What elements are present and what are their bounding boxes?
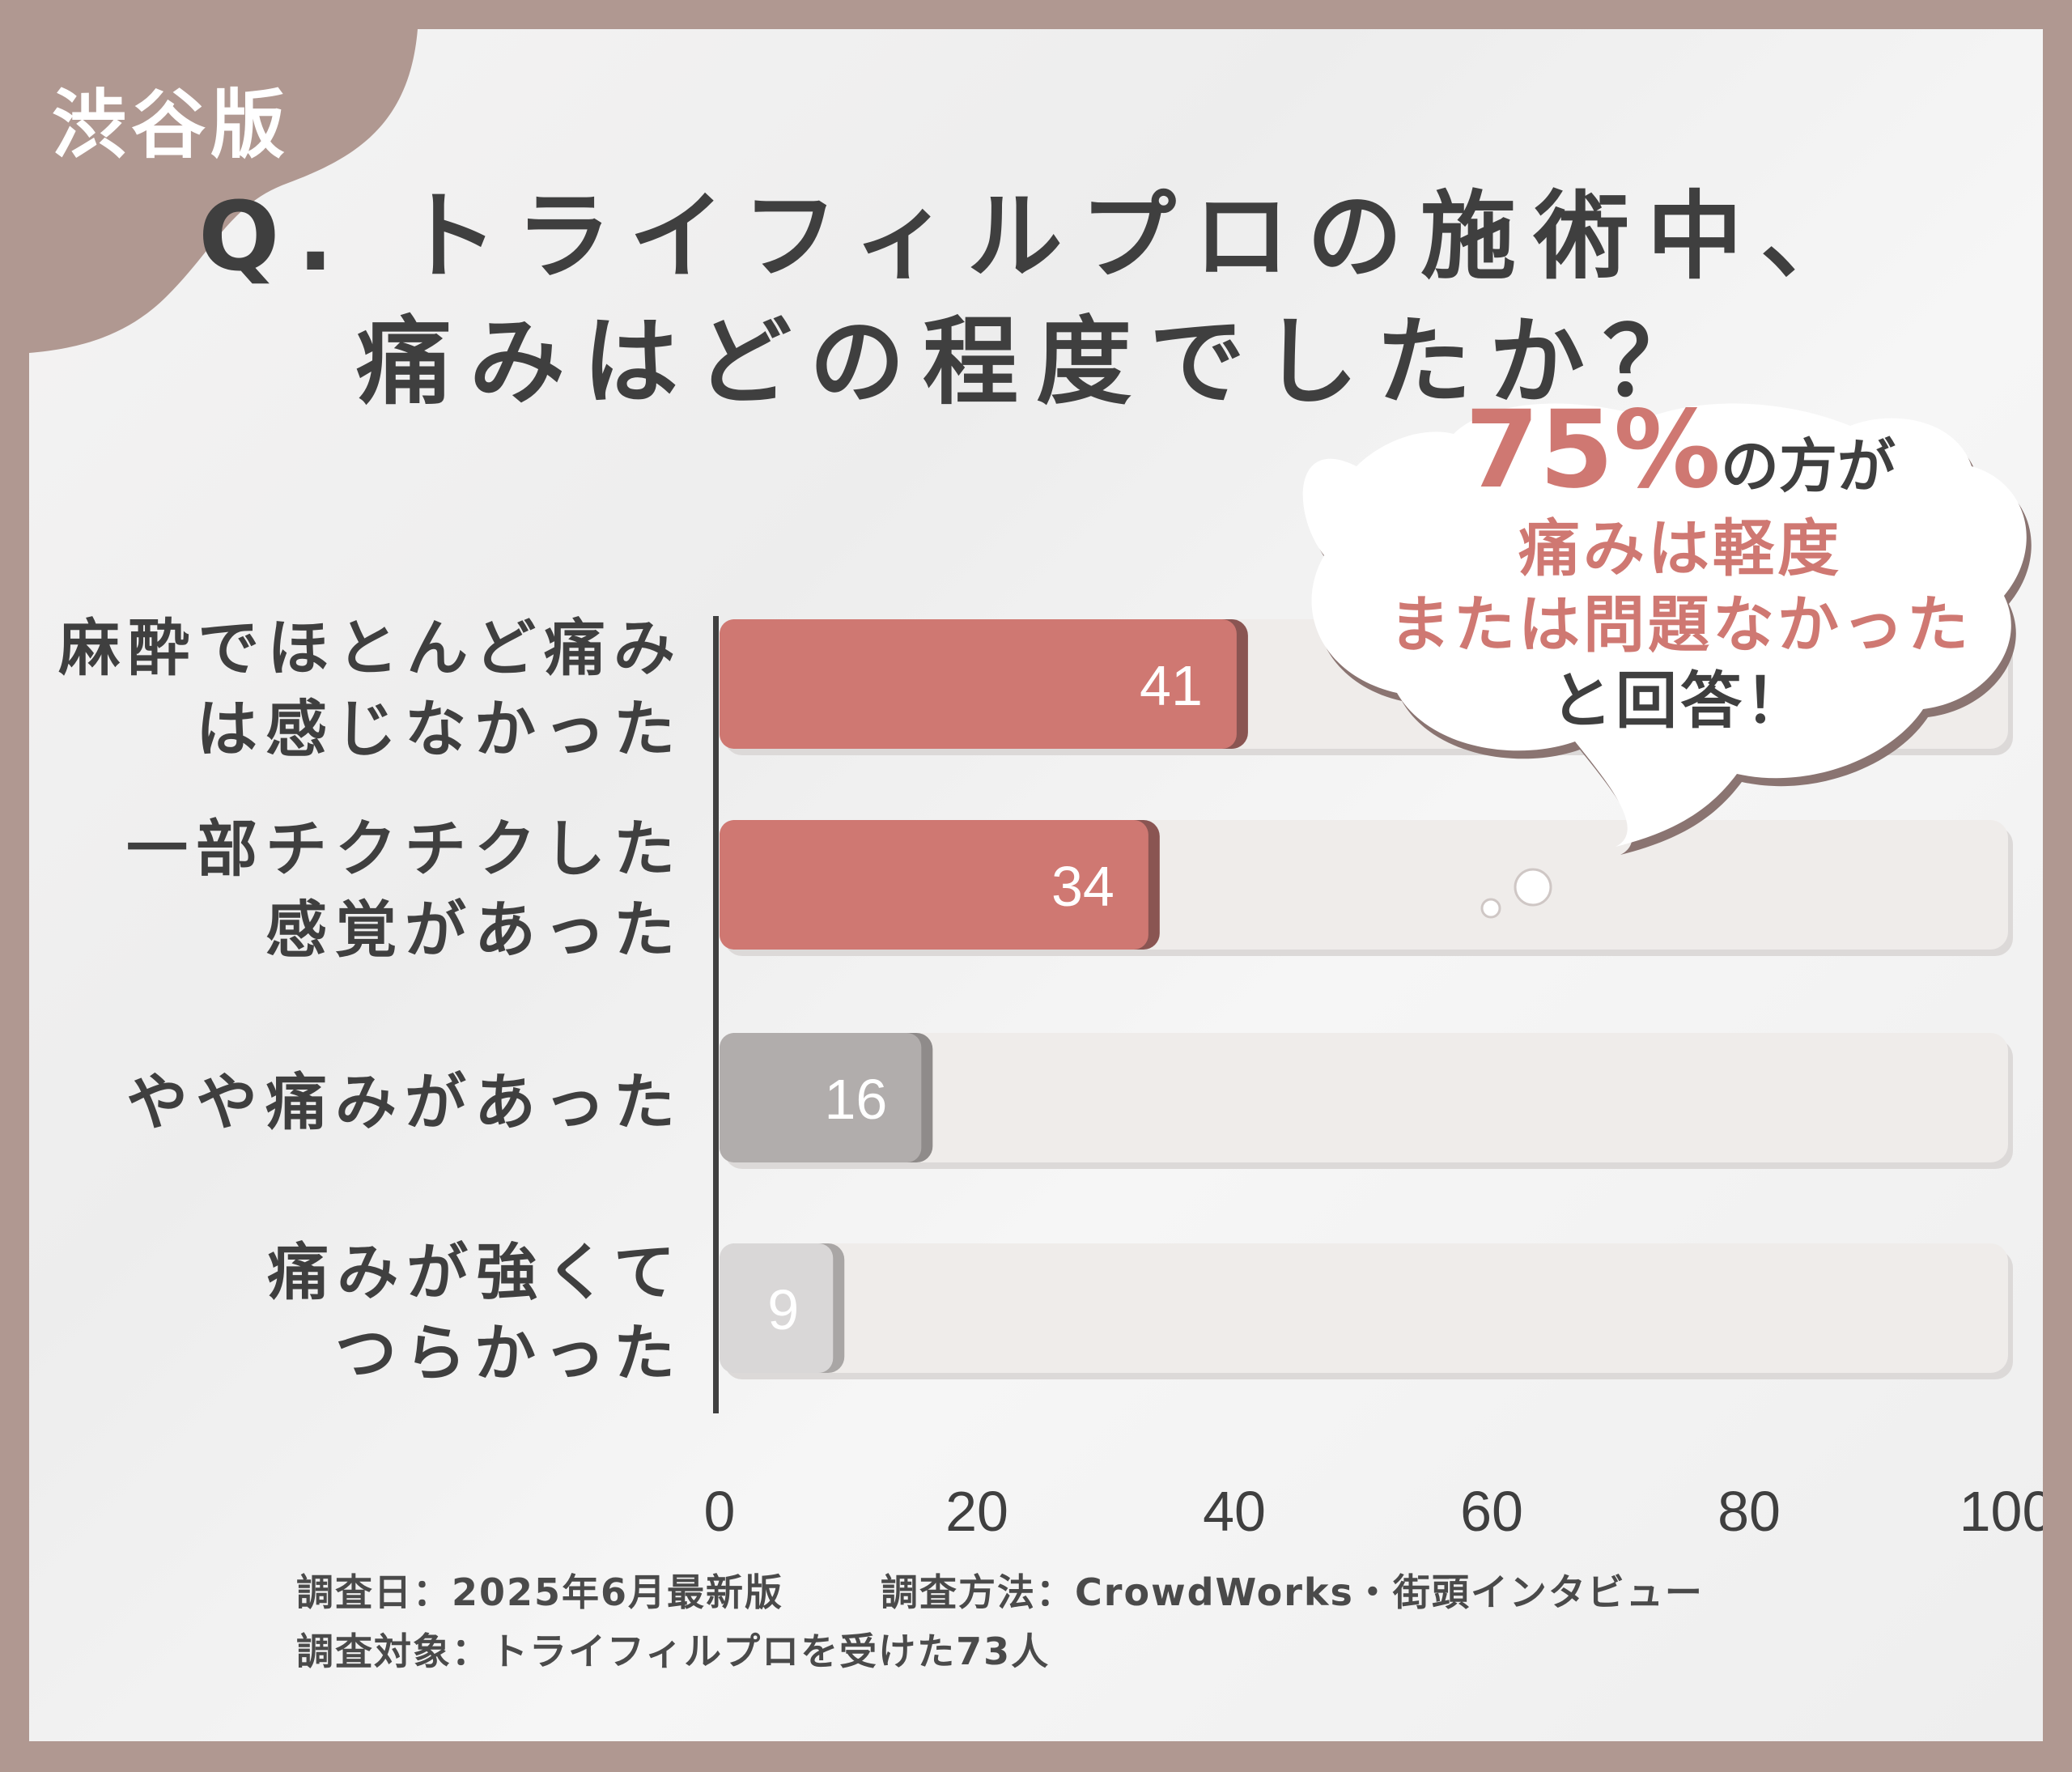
x-tick-label: 60 [1460,1480,1523,1543]
category-label-line: 感覚があった [265,894,683,966]
survey-method: 調査方法：CrowdWorks・街頭インタビュー [881,1570,1704,1614]
category-label-line: 一部チクチクした [126,813,683,885]
footer-line-1: 調査日：2025年6月最新版 調査方法：CrowdWorks・街頭インタビュー [296,1563,1704,1617]
category-label-line: つらかった [335,1317,683,1389]
category-label: 一部チクチクした感覚があった [126,809,683,971]
bar [720,1033,922,1162]
survey-date: 調査日：2025年6月最新版 [296,1570,784,1614]
callout-suffix: の方が [1720,432,1896,500]
bar-value-label: 9 [767,1278,799,1341]
x-tick-label: 40 [1203,1480,1266,1543]
category-label: 麻酔でほとんど痛みは感じなかった [58,608,683,770]
category-label-line: は感じなかった [196,693,683,765]
x-tick-label: 20 [945,1480,1008,1543]
callout-dot-small [1480,898,1501,919]
category-label: やや痛みがあった [126,1062,683,1143]
x-tick-label: 80 [1717,1480,1781,1543]
x-tick-label: 100 [1959,1480,2043,1543]
region-badge-label: 渋谷版 [52,82,291,168]
x-tick-label: 0 [704,1480,736,1543]
footer-line-2: 調査対象：トライフィルプロを受けた73人 [296,1630,1051,1673]
callout-line-4: と回答！ [1551,665,1810,737]
callout-percent: 75% [1465,388,1721,512]
category-label-line: 痛みが強くて [267,1236,683,1308]
bar-value-label: 34 [1051,855,1115,918]
page-title-line-2: 痛みはどの程度でしたか？ [355,306,1716,418]
category-label-line: やや痛みがあった [126,1066,683,1138]
bar [720,820,1149,950]
bar-chart: 41 34 16 9 0 20 40 60 80 100 [704,403,2043,1543]
infographic-card: 渋谷版 Q. トライフィルプロの施術中、 痛みはどの程度でしたか？ 41 34 16… [29,29,2043,1741]
region-badge-shape [29,29,418,353]
bar-track [720,1243,2008,1373]
callout-bubble [1302,403,2027,847]
bar-track [720,1033,2008,1162]
callout-dot-large [1514,868,1552,907]
category-label-line: 麻酔でほとんど痛み [58,612,683,684]
bar [720,1243,834,1373]
bar-value-label: 16 [824,1068,887,1131]
callout-line-3: または問題なかった [1389,589,1972,661]
bar-value-label: 41 [1140,654,1203,717]
category-label: 痛みが強くてつらかった [267,1232,683,1394]
bar [720,619,1237,749]
callout-line-2: 痛みは軽度 [1518,512,1842,584]
y-axis-line [713,616,719,1413]
callout-text: 75%の方が 痛みは軽度 または問題なかった と回答！ [1308,397,2043,739]
page-title-line-1: Q. トライフィルプロの施術中、 [198,181,1874,292]
